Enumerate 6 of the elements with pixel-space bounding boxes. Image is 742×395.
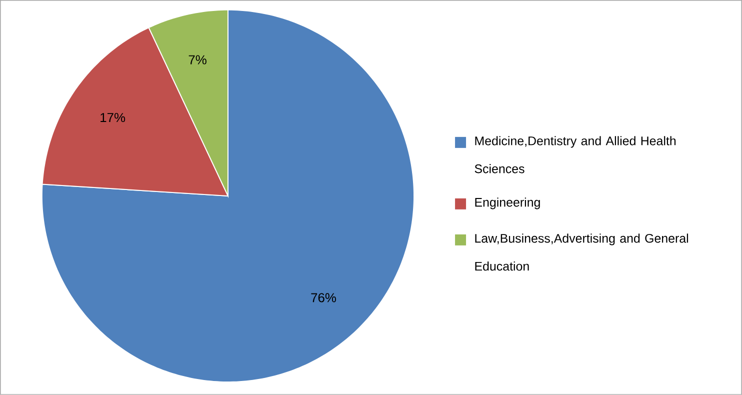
category-label: Medicine,Dentistry and Allied Health Sciences	[474, 136, 676, 174]
data-label: 7%	[188, 55, 206, 64]
data-label: 76%	[311, 293, 336, 302]
data-label: 17%	[100, 113, 126, 122]
category-label: Law,Business,Advertising and General Education	[475, 234, 688, 271]
legend-label: Engineering	[475, 198, 540, 210]
